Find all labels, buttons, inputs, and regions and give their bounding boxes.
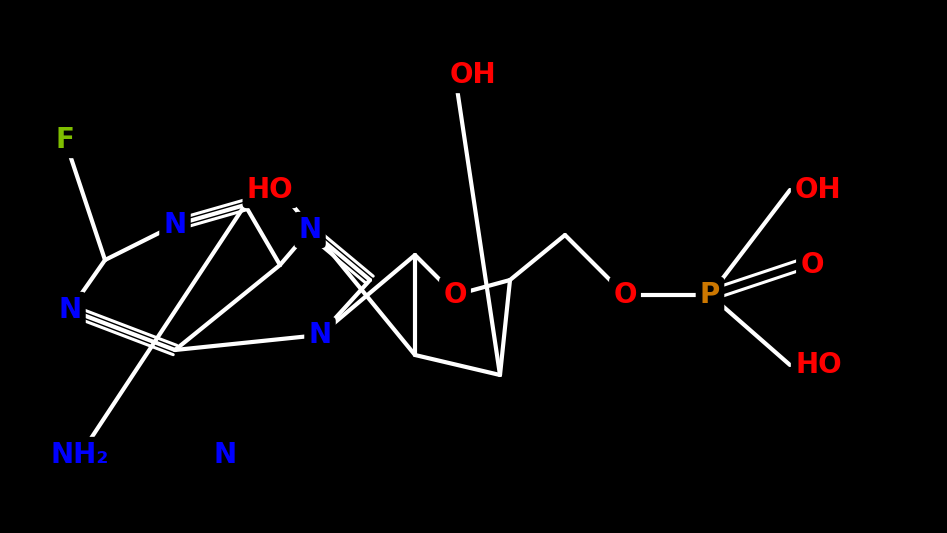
Text: O: O (443, 281, 467, 309)
Text: P: P (700, 281, 720, 309)
Text: N: N (164, 211, 187, 239)
Text: F: F (56, 126, 75, 154)
Text: N: N (309, 321, 331, 349)
Text: O: O (800, 251, 824, 279)
Text: NH₂: NH₂ (51, 441, 109, 469)
Text: N: N (298, 216, 322, 244)
Text: N: N (59, 296, 81, 324)
Text: N: N (213, 441, 237, 469)
Text: O: O (614, 281, 636, 309)
Text: OH: OH (795, 176, 842, 204)
Text: OH: OH (450, 61, 496, 89)
Text: HO: HO (246, 176, 294, 204)
Text: HO: HO (795, 351, 842, 379)
